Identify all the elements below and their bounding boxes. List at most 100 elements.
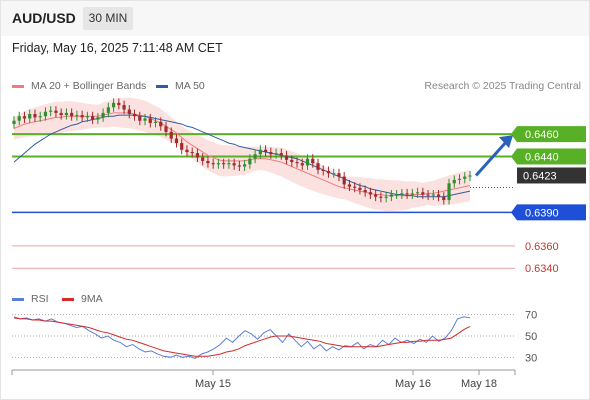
candle-body [180, 143, 184, 150]
candle-body [305, 158, 310, 166]
credit-label: Research © 2025 Trading Central [424, 80, 581, 92]
candle-body [389, 194, 393, 197]
candle-body [185, 149, 189, 152]
candle-body [85, 116, 89, 118]
candle-body [12, 120, 16, 125]
candle-body [211, 163, 215, 165]
ma50-legend: MA 50 [156, 80, 205, 92]
candle-body [54, 110, 58, 113]
candle-body [243, 164, 247, 167]
candle-body [201, 157, 205, 161]
candle-body [190, 152, 194, 154]
candle-body [106, 107, 110, 113]
ma20-legend-label: MA 20 + Bollinger Bands [31, 80, 147, 92]
resistance-tag-0.6440 [517, 148, 586, 165]
candle-body [143, 118, 147, 121]
symbol-title: AUD/USD [12, 10, 76, 26]
candle-body [38, 116, 42, 118]
forecast-arrow-head [499, 135, 513, 149]
rsi-ma-legend-label: 9MA [81, 293, 103, 305]
resistance-tag-0.6460 [517, 126, 586, 143]
candle-body [153, 121, 158, 123]
candle-body [326, 171, 331, 174]
x-tick-label: May 16 [395, 378, 431, 390]
datetime-label: Friday, May 16, 2025 7:11:48 AM CET [12, 41, 223, 55]
candle-body [75, 115, 79, 117]
rsi-ma-line [13, 317, 471, 357]
candle-body [138, 116, 142, 121]
candle-body [49, 110, 53, 112]
candle-body [279, 153, 283, 156]
target-label-0.6340: 0.6340 [525, 263, 559, 275]
candle-body [421, 192, 425, 195]
candle-body [169, 131, 173, 139]
candle-body [148, 118, 152, 123]
candle-body [374, 194, 378, 197]
candle-body [463, 176, 467, 179]
rsi-ma-legend: 9MA [62, 293, 103, 305]
candle-body [300, 163, 304, 166]
candle-body [395, 194, 399, 196]
candle-body [111, 102, 116, 108]
current-price-tag [517, 167, 586, 184]
candle-body [337, 173, 341, 177]
resistance-label-0.6440: 0.6440 [525, 151, 559, 163]
candle-body [284, 155, 289, 160]
current-price-label: 0.6423 [523, 170, 557, 182]
x-tick-label: May 15 [195, 378, 231, 390]
rsi-ma-swatch [62, 297, 74, 301]
rsi-legend-label: RSI [31, 293, 49, 305]
candle-body [43, 111, 48, 117]
bollinger-band [14, 97, 470, 212]
support-tag-pointer-0.6390 [511, 204, 517, 221]
candle-body [342, 176, 346, 185]
candle-body [379, 196, 383, 198]
candle-body [274, 153, 278, 155]
candle-body [290, 159, 294, 163]
candle-body [159, 121, 163, 127]
candle-body [295, 162, 299, 164]
support-label-0.6390: 0.6390 [525, 207, 559, 219]
candle-body [468, 175, 472, 177]
candle-body [347, 184, 352, 187]
rsi-line [13, 316, 471, 359]
candle-body [311, 158, 315, 164]
candle-body [222, 163, 226, 165]
candle-body [452, 179, 456, 184]
candle-body [253, 154, 257, 159]
target-label-0.6360: 0.6360 [525, 241, 559, 253]
candle-body [64, 112, 69, 116]
x-tick-label: May 18 [461, 378, 497, 390]
candle-body [17, 116, 21, 121]
candle-body [436, 194, 441, 197]
rsi-legend: RSI [12, 293, 49, 305]
rsi-tick-30: 30 [525, 352, 537, 364]
candle-body [384, 196, 388, 198]
candle-body [96, 117, 100, 120]
candle-body [101, 112, 105, 118]
candle-body [263, 149, 268, 152]
candle-body [132, 114, 137, 117]
candle-body [258, 149, 262, 155]
ma20-legend: MA 20 + Bollinger Bands [12, 80, 146, 92]
candle-body [28, 114, 32, 119]
candle-body [206, 160, 210, 164]
resistance-tag-pointer-0.6440 [511, 148, 517, 165]
forecast-arrow-shaft [474, 141, 508, 177]
candle-body [321, 169, 325, 171]
ma50-swatch [156, 84, 168, 88]
timeframe-button[interactable]: 30 MIN [83, 7, 133, 30]
candle-body [80, 115, 84, 118]
resistance-label-0.6460: 0.6460 [525, 129, 559, 141]
rsi-tick-70: 70 [525, 310, 537, 322]
candle-body [457, 178, 462, 180]
candle-body [400, 193, 404, 195]
candle-body [70, 112, 74, 117]
candle-body [237, 165, 241, 167]
candle-body [195, 153, 200, 158]
resistance-tag-pointer-0.6460 [511, 126, 517, 143]
candle-body [405, 193, 409, 195]
candle-body [91, 116, 95, 120]
candle-body [332, 173, 336, 175]
